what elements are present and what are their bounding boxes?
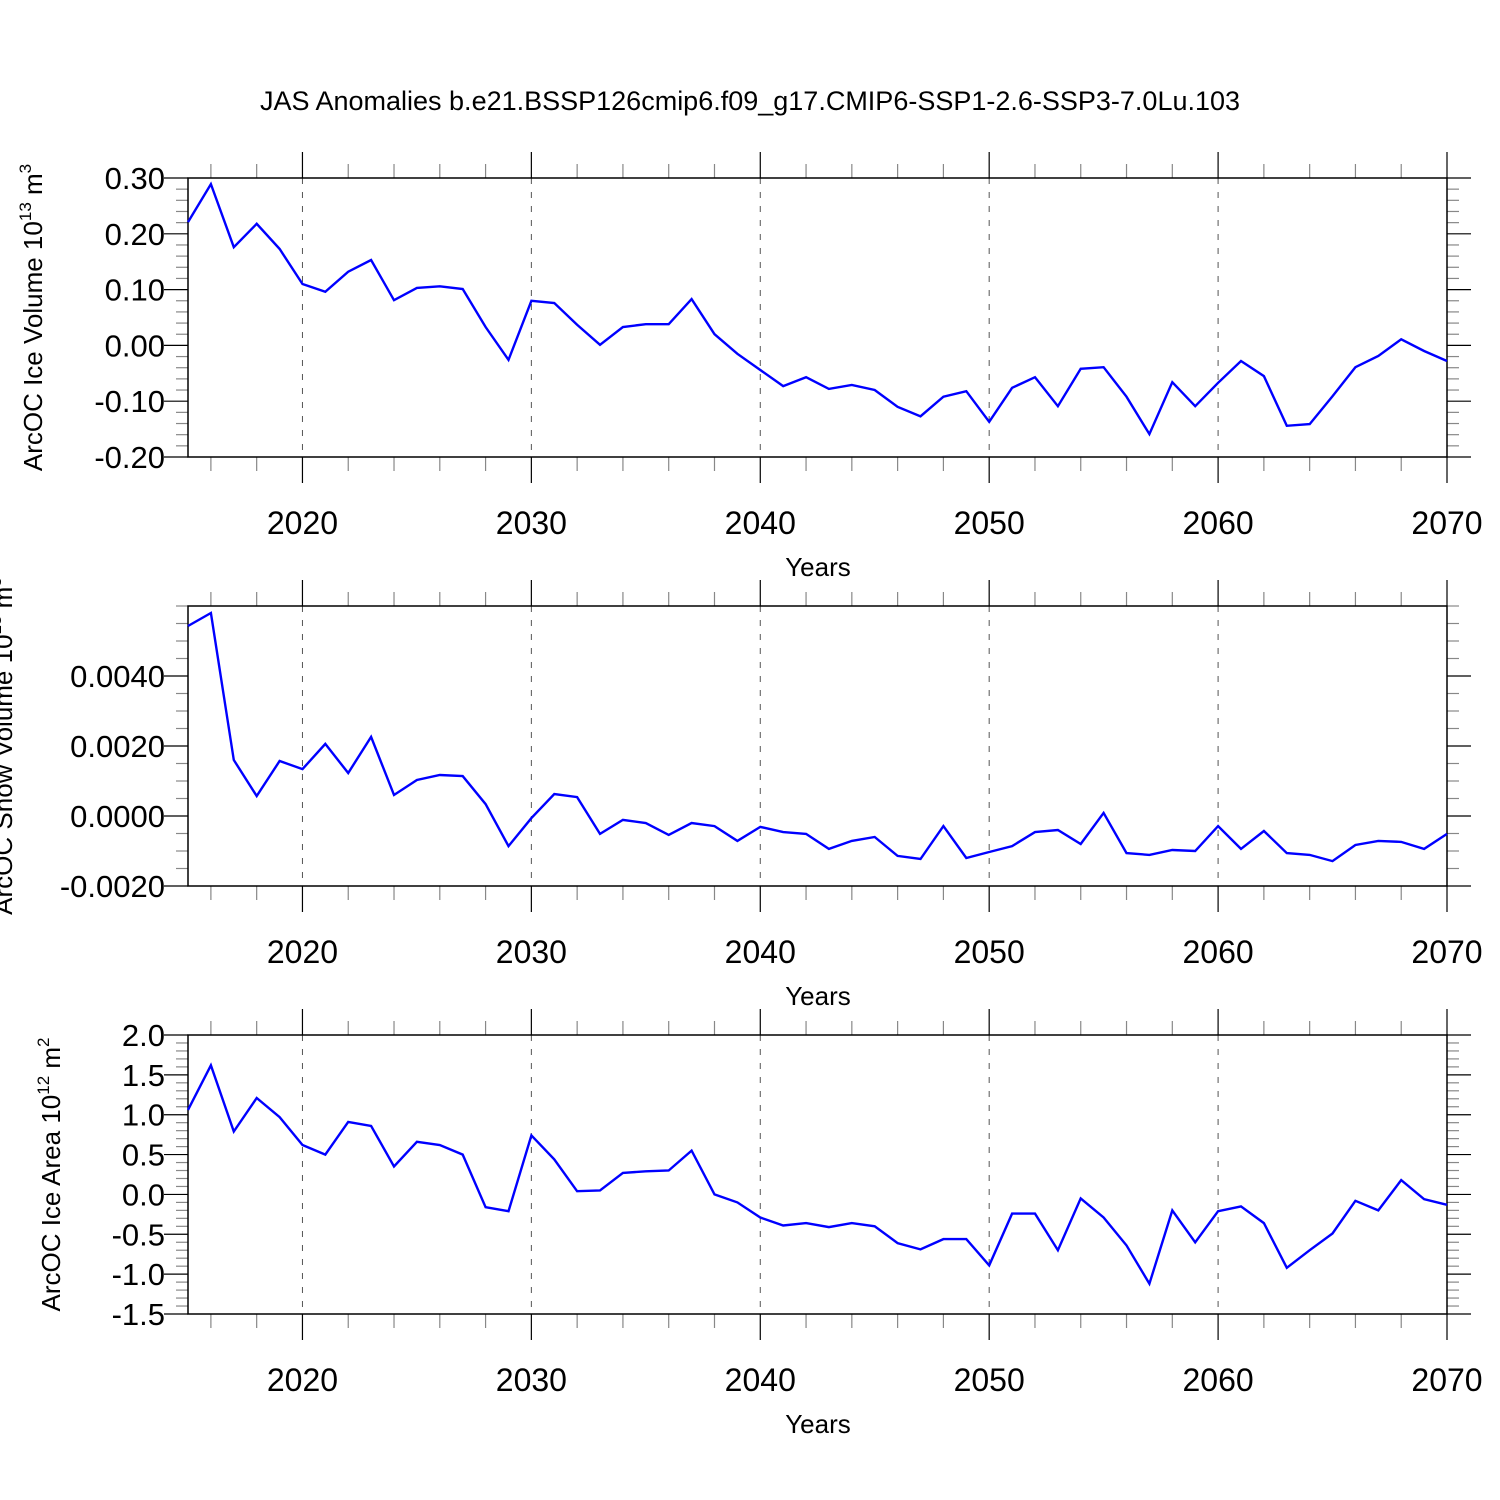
y-tick-label: 0.0	[122, 1177, 165, 1212]
panel-2: 2020 2030 2040 2050 2060 2070 -0.0020 0.0000 0.0…	[0, 577, 1483, 1011]
x-axis-label: Years	[785, 1409, 851, 1439]
y-axis-label-ylabel: ArcOC Snow Volume 10	[0, 634, 18, 914]
y-tick-label: 0.10	[105, 273, 165, 308]
y-tick-label: 0.20	[105, 217, 165, 252]
y-axis-label-ylabel-unit-sup: 3	[0, 577, 5, 586]
y-tick-label: -0.10	[94, 384, 165, 419]
y-tick-label: 0.5	[122, 1138, 165, 1173]
y-tick-label: 0.0040	[70, 659, 165, 694]
x-tick-label: 2040	[725, 934, 796, 970]
y-axis-label: ArcOC Ice Area 1012 m2	[34, 1037, 66, 1311]
x-tick-label: 2070	[1411, 1362, 1482, 1398]
series-line	[187, 611, 1448, 863]
x-tick-label: 2070	[1411, 934, 1482, 970]
x-tick-label: 2060	[1182, 934, 1253, 970]
series-line	[186, 181, 1448, 437]
y-axis-label-ylabel-unit-sup: 3	[16, 164, 35, 173]
y-axis-label-ylabel-sup: 13	[16, 202, 35, 221]
x-tick-label: 2070	[1411, 505, 1482, 541]
y-axis-label-ylabel: ArcOC Ice Area 10	[36, 1095, 66, 1312]
y-tick-label: 0.30	[105, 161, 165, 196]
x-tick-label: 2020	[267, 1362, 338, 1398]
x-tick-label: 2020	[267, 505, 338, 541]
x-tick-label: 2060	[1182, 1362, 1253, 1398]
plot-frame	[187, 605, 1448, 887]
y-axis-label-ylabel: ArcOC Ice Volume 10	[18, 221, 48, 471]
y-tick-label: -1.0	[112, 1257, 165, 1292]
x-axis-label: Years	[785, 552, 851, 582]
series-line	[186, 1062, 1448, 1287]
y-axis-label-ylabel-sup: 12	[34, 1076, 53, 1095]
y-axis-label-ylabel-unit: m	[0, 587, 18, 616]
x-axis-label: Years	[785, 981, 851, 1011]
y-axis-label: ArcOC Ice Volume 1013 m3	[16, 164, 48, 471]
y-tick-label: -0.20	[94, 440, 165, 475]
x-tick-label: 2050	[954, 1362, 1025, 1398]
y-axis-label: ArcOC Snow Volume 1013 m3	[0, 577, 18, 915]
y-tick-label: 1.0	[122, 1098, 165, 1133]
x-tick-label: 2060	[1182, 505, 1253, 541]
y-tick-label: 0.00	[105, 328, 165, 363]
x-tick-label: 2020	[267, 934, 338, 970]
y-tick-label: 1.5	[122, 1058, 165, 1093]
y-axis-label-ylabel-unit: m	[18, 173, 48, 202]
y-tick-label: -0.5	[112, 1217, 165, 1252]
y-tick-label: -1.5	[112, 1297, 165, 1332]
x-tick-label: 2050	[954, 505, 1025, 541]
x-tick-label: 2050	[954, 934, 1025, 970]
y-tick-label: 0.0020	[70, 729, 165, 764]
y-axis-label-ylabel-unit: m	[36, 1047, 66, 1076]
y-tick-label: 0.0000	[70, 799, 165, 834]
chart-title: JAS Anomalies b.e21.BSSP126cmip6.f09_g17…	[260, 86, 1240, 116]
x-tick-label: 2040	[725, 1362, 796, 1398]
y-axis-label-ylabel-sup: 13	[0, 616, 5, 635]
x-tick-label: 2030	[496, 1362, 567, 1398]
plot-frame	[187, 1034, 1448, 1315]
plot-frame	[187, 177, 1448, 458]
panel-1: 2020 2030 2040 2050 2060 2070 -0.20 -0.10 0.00 0.…	[16, 152, 1483, 582]
x-tick-label: 2030	[496, 934, 567, 970]
x-tick-label: 2040	[725, 505, 796, 541]
panel-3: 2020 2030 2040 2050 2060 2070 -1.5 -1.0 -0.5 0.0 0…	[34, 1009, 1483, 1439]
y-tick-label: -0.0020	[60, 869, 165, 904]
x-tick-label: 2030	[496, 505, 567, 541]
y-axis-label-ylabel-unit-sup: 2	[34, 1037, 53, 1046]
y-tick-label: 2.0	[122, 1018, 165, 1053]
